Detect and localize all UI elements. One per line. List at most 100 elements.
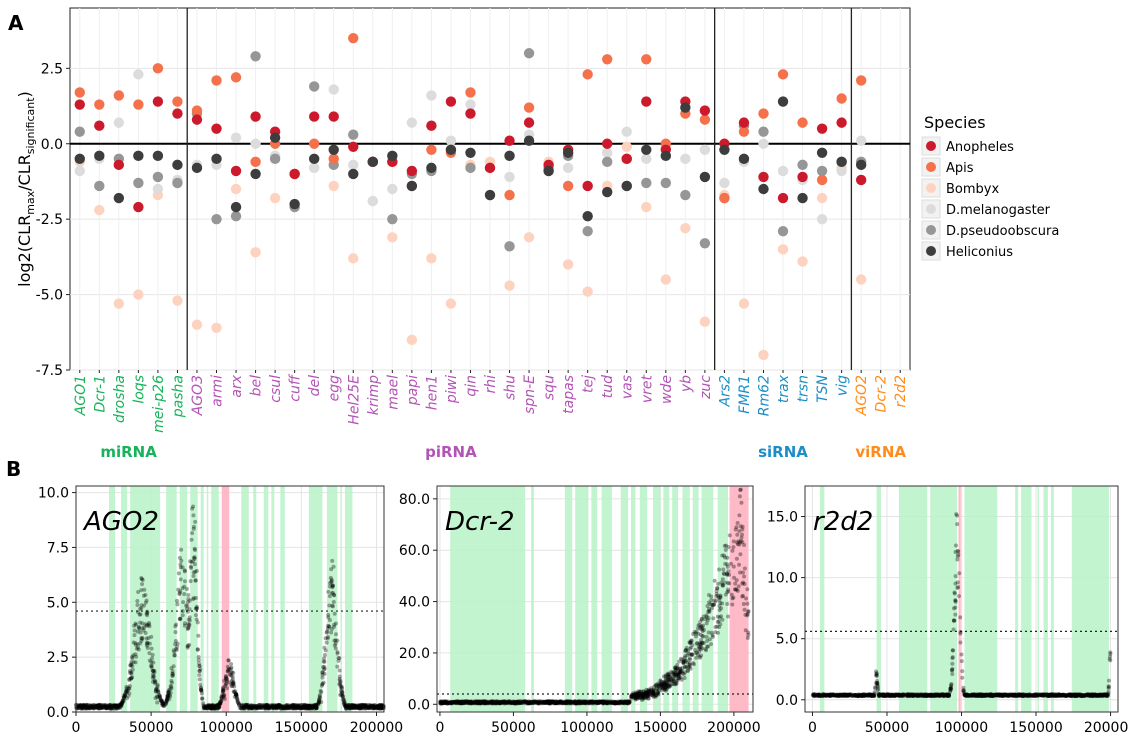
clr-point [452, 699, 457, 704]
clr-point [342, 699, 347, 704]
clr-point [629, 694, 634, 699]
clr-point [500, 699, 505, 704]
clr-point [149, 660, 154, 665]
clr-point [357, 706, 362, 711]
clr-point [674, 667, 679, 672]
clr-point [217, 702, 222, 707]
clr-point [159, 698, 164, 703]
clr-point [684, 645, 689, 650]
clr-point [198, 686, 203, 691]
clr-point [189, 560, 194, 565]
clr-point [84, 706, 89, 711]
clr-point [602, 699, 607, 704]
clr-point [312, 704, 317, 709]
clr-point [450, 701, 455, 706]
clr-point [700, 640, 705, 645]
clr-point [340, 686, 345, 691]
clr-point [152, 670, 157, 675]
clr-point [442, 700, 447, 705]
clr-point [649, 686, 654, 691]
clr-point [506, 700, 511, 705]
clr-point [460, 700, 465, 705]
legend-label-apis: Apis [946, 161, 974, 176]
clr-point [227, 672, 232, 677]
clr-point [502, 699, 507, 704]
clr-point [638, 692, 643, 697]
clr-point [589, 699, 594, 704]
clr-point [340, 690, 345, 695]
clr-point [280, 705, 285, 710]
point-d-pseudoobscura-zuc [699, 238, 711, 249]
clr-point [533, 699, 538, 704]
clr-point [731, 539, 736, 544]
clr-point [173, 638, 178, 643]
clr-point [843, 693, 848, 698]
clr-point [252, 705, 257, 710]
clr-point [310, 703, 315, 708]
clr-point [488, 699, 493, 704]
clr-point [720, 582, 725, 587]
clr-point [291, 704, 296, 709]
clr-point [676, 672, 681, 677]
clr-point [635, 694, 640, 699]
clr-point [292, 705, 297, 710]
clr-point [522, 699, 527, 704]
clr-point [661, 686, 666, 691]
clr-point [237, 702, 242, 707]
clr-point [462, 700, 467, 705]
clr-point [641, 693, 646, 698]
clr-point [111, 706, 116, 711]
point-apis-egg [328, 153, 339, 165]
clr-point [482, 700, 487, 705]
clr-point [565, 701, 570, 706]
clr-point [224, 679, 229, 684]
panel-b-x-tick-label: 150000 [634, 720, 687, 736]
clr-point [145, 623, 150, 628]
clr-point [657, 686, 662, 691]
selection-band-green [1050, 486, 1054, 712]
clr-point [277, 703, 282, 708]
clr-point [448, 700, 453, 705]
point-bombyx-hel25e [348, 253, 359, 264]
clr-point [214, 705, 219, 710]
clr-point [503, 699, 508, 704]
clr-point [493, 699, 498, 704]
point-bombyx-vas [621, 141, 632, 152]
clr-point [707, 637, 712, 642]
panel-b-y-tick-label: 0.0 [47, 705, 69, 721]
selection-band-green [200, 486, 204, 712]
clr-point [554, 700, 559, 705]
clr-point [210, 703, 215, 708]
clr-point [719, 580, 724, 585]
clr-point [284, 703, 289, 708]
clr-point [361, 706, 366, 711]
clr-point [473, 699, 478, 704]
clr-point [350, 703, 355, 708]
clr-point [664, 681, 669, 686]
clr-point [251, 705, 256, 710]
clr-point [317, 696, 322, 701]
point-bombyx-trax [777, 244, 789, 255]
clr-point [319, 699, 324, 704]
clr-point [342, 700, 347, 705]
clr-point [155, 682, 160, 687]
clr-point [211, 704, 216, 709]
clr-point [338, 682, 343, 687]
clr-point [376, 704, 381, 709]
clr-point [293, 702, 298, 707]
clr-point [262, 704, 267, 709]
clr-point [92, 704, 97, 709]
clr-point [78, 703, 83, 708]
clr-point [715, 619, 720, 624]
clr-point [330, 583, 335, 588]
clr-point [459, 700, 464, 705]
clr-point [565, 700, 570, 705]
clr-point [355, 705, 360, 710]
gene-label-wde: wde [659, 375, 675, 404]
clr-point [662, 682, 667, 687]
clr-point [340, 689, 345, 694]
panel-a-y-axis-label: log2(CLRmax/CLRsignificant) [15, 91, 37, 287]
clr-point [286, 703, 291, 708]
clr-point [149, 646, 154, 651]
clr-point [227, 667, 232, 672]
